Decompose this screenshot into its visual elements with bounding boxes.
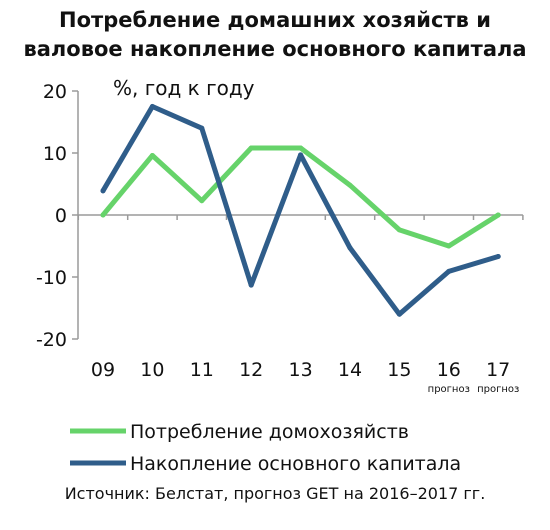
series-2-point — [248, 282, 254, 288]
series-2-point — [298, 152, 304, 158]
series-1-point — [248, 145, 254, 151]
series-2-point — [199, 125, 205, 131]
series-1-point — [298, 145, 304, 151]
source-note: Источник: Белстат, прогноз GET на 2016–2… — [64, 484, 486, 503]
y-tick-label: 20 — [43, 81, 67, 103]
series-2-point — [149, 104, 155, 109]
x-tick-label: 12 — [239, 359, 263, 381]
series-1-point — [495, 212, 501, 218]
legend-label-2: Накопление основного капитала — [130, 453, 461, 475]
x-tick-note: прогноз — [428, 384, 470, 395]
x-tick-label: 09 — [91, 359, 115, 381]
x-tick-label: 13 — [289, 359, 313, 381]
series-line-2 — [100, 104, 501, 317]
series-2-point — [100, 188, 106, 194]
y-tick-label: 10 — [43, 143, 67, 165]
series-1-point — [199, 198, 205, 204]
series-1-point — [149, 152, 155, 158]
y-axis-label: %, год к году — [113, 76, 255, 100]
series-2-point — [495, 254, 501, 260]
y-tick-label: -10 — [36, 267, 67, 289]
chart-title: Потребление домашних хозяйств и валовое … — [0, 6, 550, 64]
x-tick-label: 10 — [140, 359, 164, 381]
x-tick-label: 16 — [437, 359, 461, 381]
legend-label-1: Потребление домохозяйств — [130, 421, 409, 443]
y-tick-label: 0 — [55, 205, 67, 227]
x-tick-label: 11 — [190, 359, 214, 381]
series-1-point — [100, 212, 106, 218]
x-tick-note: прогноз — [477, 384, 519, 395]
x-tick-label: 15 — [387, 359, 411, 381]
series-2-point — [347, 245, 353, 251]
series-2-point — [396, 311, 402, 317]
series-1-point — [396, 227, 402, 233]
y-tick-label: -20 — [36, 329, 67, 351]
chart-title-line-1: Потребление домашних хозяйств и — [59, 8, 491, 32]
series-1-point — [446, 243, 452, 249]
chart-title-line-2: валовое накопление основного капитала — [23, 37, 527, 61]
line-chart: 20 10 0 -10 -20 %, год к году 09 10 11 12 13 14 15 16… — [36, 76, 524, 475]
x-tick-label: 17 — [486, 359, 510, 381]
series-2-point — [446, 268, 452, 274]
series-line-1 — [100, 145, 501, 249]
x-tick-label: 14 — [338, 359, 362, 381]
series-1-point — [347, 182, 353, 188]
